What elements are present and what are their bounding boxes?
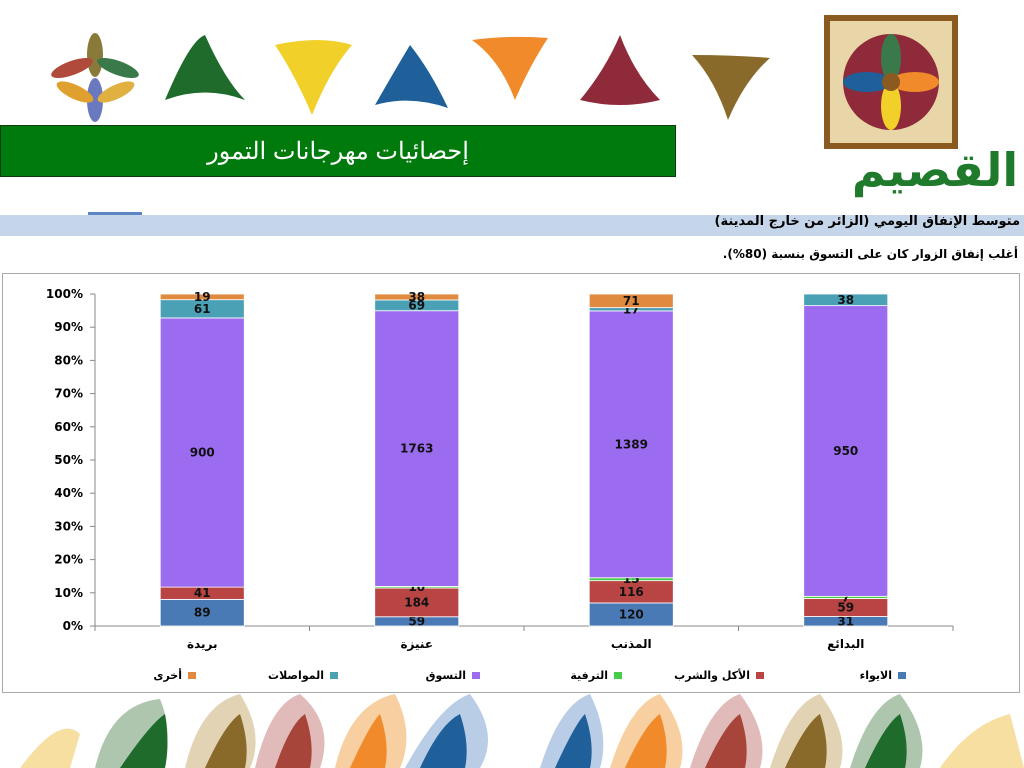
- footer-leaf-icon: [940, 714, 1024, 768]
- brown-leaf-icon: [692, 55, 770, 120]
- data-label: 59: [837, 600, 854, 614]
- bar-segment: [374, 587, 460, 618]
- y-tick-label: 20%: [54, 553, 83, 567]
- data-label: 184: [404, 595, 429, 609]
- y-tick-label: 30%: [54, 519, 83, 533]
- category-label: المذنب: [611, 637, 652, 651]
- data-label: 38: [837, 293, 854, 307]
- y-tick-label: 60%: [54, 420, 83, 434]
- data-label: 116: [619, 585, 644, 599]
- maroon-leaf-icon: [580, 35, 660, 105]
- category-label: البدائع: [827, 637, 864, 651]
- footer-leaf-icon: [420, 714, 467, 768]
- footer-leaf-icon: [865, 714, 907, 768]
- legend-label: الأكل والشرب: [674, 668, 750, 682]
- data-label: 41: [194, 586, 211, 600]
- y-tick-label: 50%: [54, 453, 83, 467]
- data-label: 120: [619, 607, 644, 621]
- bar-segment: [374, 310, 460, 587]
- data-label: 89: [194, 606, 211, 620]
- page-title: إحصائيات مهرجانات التمور: [0, 125, 676, 177]
- qassim-logo: القصيم: [824, 15, 1018, 197]
- footer-leaf-icon: [785, 714, 827, 768]
- legend-swatch: [898, 672, 906, 679]
- legend-label: التسوق: [426, 669, 466, 682]
- stacked-bar-chart: 0% 10% 20% 30% 40% 50% 60% 70% 80% 90% 100% 89 41 900…: [46, 287, 954, 682]
- green-leaf-icon: [165, 35, 245, 100]
- data-label: 19: [194, 290, 211, 304]
- data-label: 38: [408, 290, 425, 304]
- bar-segment: [803, 293, 889, 307]
- yellow-leaf-icon: [275, 40, 352, 115]
- legend-swatch: [188, 672, 196, 679]
- data-label: 1389: [615, 437, 648, 451]
- data-label: 59: [408, 614, 425, 628]
- section-title: متوسط الإنفاق اليومي (الزائر من خارج الم…: [714, 214, 1020, 229]
- data-label: 1763: [400, 442, 433, 456]
- data-label: 61: [194, 302, 211, 316]
- bar-segment: [159, 317, 245, 588]
- legend-label: أخرى: [153, 668, 182, 682]
- footer-leaf-icon: [120, 714, 168, 768]
- category-label: بريدة: [187, 637, 218, 651]
- bar-segment: [588, 293, 674, 309]
- footer-leaf-icon: [555, 714, 592, 768]
- y-tick-label: 40%: [54, 486, 83, 500]
- band-tab: [88, 212, 142, 215]
- legend-label: الايواء: [860, 669, 892, 682]
- bar-segment: [159, 598, 245, 627]
- y-tick-label: 100%: [46, 287, 83, 301]
- bar-segment: [588, 310, 674, 579]
- footer-leaf-icon: [705, 714, 747, 768]
- category-label: عنيزة: [400, 637, 433, 651]
- y-tick-label: 0%: [63, 619, 83, 633]
- data-label: 950: [833, 444, 858, 458]
- footer-leaf-icon: [625, 714, 667, 768]
- data-label: 7: [842, 590, 850, 604]
- footer-leaf-icon: [205, 714, 247, 768]
- section-band: [0, 215, 1024, 236]
- y-tick-label: 80%: [54, 353, 83, 367]
- legend-swatch: [330, 672, 338, 679]
- chart-frame: 0% 10% 20% 30% 40% 50% 60% 70% 80% 90% 100% 89 41 900…: [2, 273, 1020, 693]
- data-label: 31: [837, 614, 854, 628]
- legend-swatch: [756, 672, 764, 679]
- bar-segment: [159, 293, 245, 301]
- section-note: أغلب إنفاق الزوار كان على التسوق بنسبة (…: [722, 247, 1018, 261]
- legend-swatch: [614, 672, 622, 679]
- bar-segment: [374, 293, 460, 301]
- bar-segment: [803, 305, 889, 597]
- footer-leaf-icon: [350, 714, 387, 768]
- y-tick-label: 10%: [54, 586, 83, 600]
- footer-leaf-icon: [20, 728, 80, 768]
- flower-petal-icon: [51, 33, 139, 122]
- logo-text: القصيم: [852, 143, 1018, 197]
- legend-swatch: [472, 672, 480, 679]
- blue-leaf-icon: [375, 45, 448, 108]
- y-tick-label: 90%: [54, 320, 83, 334]
- legend-label: الترفية: [570, 669, 608, 682]
- legend-label: المواصلات: [268, 669, 324, 682]
- header-decoration: القصيم: [51, 15, 1018, 197]
- footer-leaf-icon: [275, 714, 312, 768]
- orange-leaf-icon: [472, 36, 548, 100]
- y-tick-label: 70%: [54, 387, 83, 401]
- footer-decoration: [20, 694, 1024, 768]
- data-label: 900: [190, 446, 215, 460]
- data-label: 71: [623, 294, 640, 308]
- data-label: 69: [408, 298, 425, 312]
